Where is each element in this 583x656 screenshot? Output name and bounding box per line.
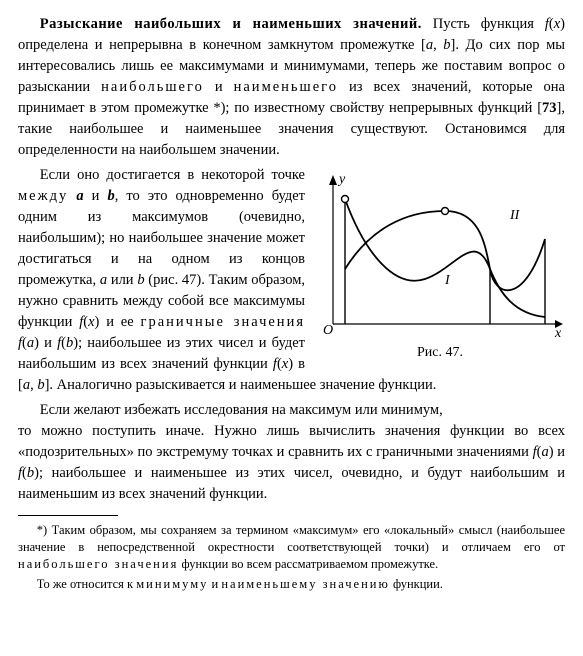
x-axis-label: x (554, 326, 562, 339)
footnote-1: *) Таким образом, мы сохраняем за термин… (18, 522, 565, 573)
figure-caption: Рис. 47. (315, 343, 565, 363)
paragraph-3: то можно поступить иначе. Нужно лишь выч… (18, 421, 565, 505)
paragraph-2b: Если желают избежать исследования на мак… (18, 400, 565, 421)
curve-1-label: I (444, 273, 451, 288)
curve-2-label: II (509, 208, 521, 223)
footnote-2: То же относится к минимуму и наименьшему… (18, 576, 565, 593)
section-title: Разыскание наибольших и наименьших значе… (40, 16, 422, 32)
figure-47: O x y I II Рис. 47. (315, 169, 565, 363)
open-point-1 (342, 196, 349, 203)
origin-label: O (323, 323, 333, 338)
wrapped-block: O x y I II Рис. 47. Если оно достигается… (18, 165, 565, 421)
figure-47-svg: O x y I II (315, 169, 565, 339)
footnote-separator (18, 515, 118, 516)
y-axis-arrow (329, 175, 337, 185)
open-point-2 (442, 208, 449, 215)
y-axis-label: y (337, 172, 346, 187)
paragraph-1: Разыскание наибольших и наименьших значе… (18, 14, 565, 161)
